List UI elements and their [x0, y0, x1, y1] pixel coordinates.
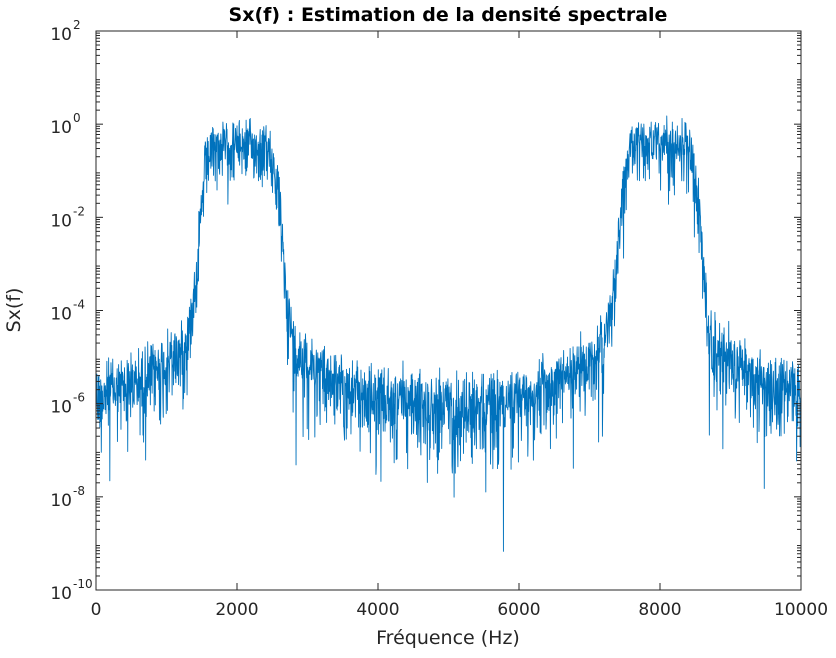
y-tick-label: 10	[50, 211, 72, 231]
x-tick-label: 0	[91, 600, 102, 620]
x-tick-label: 4000	[356, 600, 399, 620]
y-tick-label: 10	[50, 491, 72, 511]
y-tick-label-exponent: -2	[73, 204, 85, 218]
x-tick-label: 2000	[215, 600, 258, 620]
y-tick-label-exponent: -8	[73, 484, 85, 498]
chart-title: Sx(f) : Estimation de la densité spectra…	[229, 4, 668, 26]
x-axis: 0 2000 4000 6000 8000 10000	[91, 31, 828, 620]
y-tick-label-exponent: 0	[73, 111, 81, 125]
y-tick-label-exponent: 2	[73, 18, 81, 32]
y-axis-label: Sx(f)	[3, 288, 25, 333]
x-tick-label: 6000	[497, 600, 540, 620]
y-tick-label-exponent: -6	[73, 391, 85, 405]
y-tick-label-exponent: -10	[73, 577, 93, 591]
plot-area	[95, 30, 802, 591]
y-tick-label: 10	[50, 25, 72, 45]
x-tick-label: 8000	[638, 600, 681, 620]
spectrum-line	[96, 115, 801, 552]
plot-box	[95, 30, 802, 591]
y-tick-label: 10	[50, 118, 72, 138]
x-tick-label: 10000	[774, 600, 828, 620]
x-axis-label: Fréquence (Hz)	[376, 627, 520, 649]
y-tick-label: 10	[50, 305, 72, 325]
y-tick-label: 10	[50, 584, 72, 604]
y-tick-label: 10	[50, 398, 72, 418]
y-tick-label-exponent: -4	[73, 298, 85, 312]
